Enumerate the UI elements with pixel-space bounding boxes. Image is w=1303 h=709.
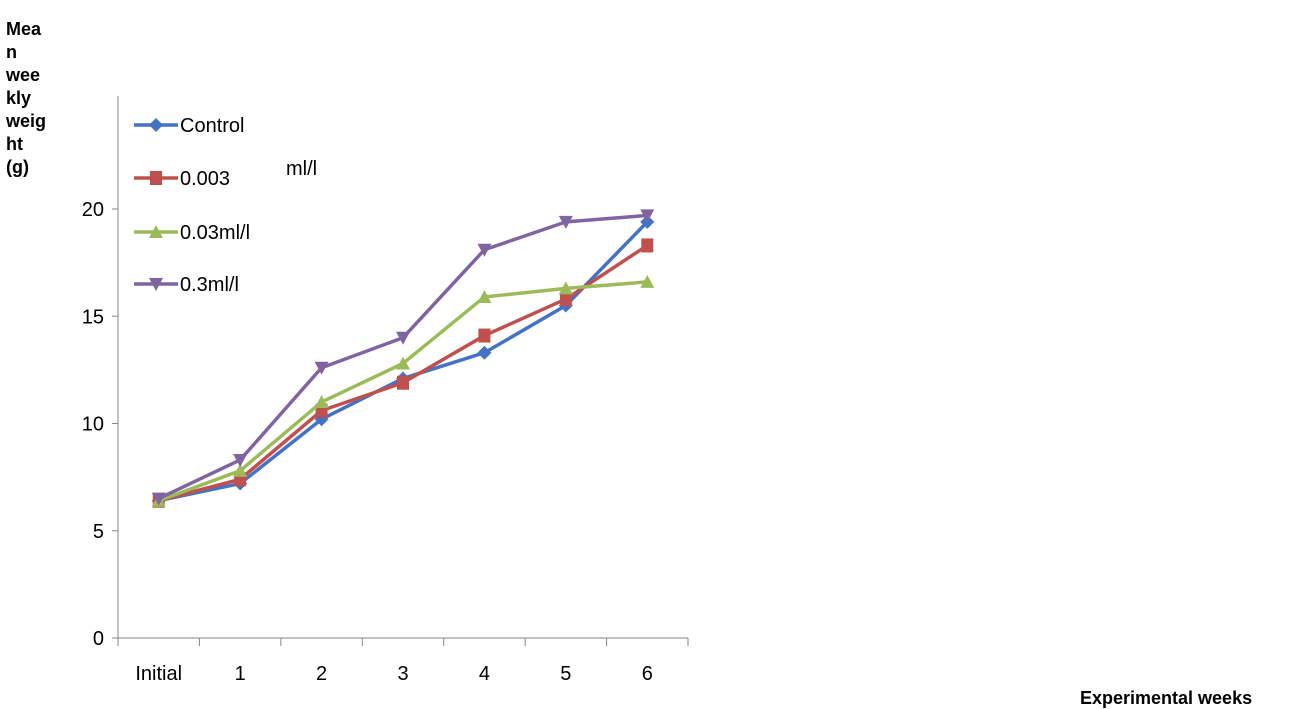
data-point (559, 292, 572, 307)
data-point (558, 215, 573, 229)
data-point (233, 463, 248, 477)
data-point (558, 281, 573, 295)
x-axis-title: Experimental weeks (1080, 688, 1253, 708)
y-tick-label: 5 (93, 521, 104, 543)
legend-label: 0.03ml/l (180, 222, 250, 244)
data-point (477, 345, 492, 360)
data-point (396, 356, 410, 370)
legend-label: 0.003 (180, 168, 230, 190)
x-tick-label: Initial (135, 663, 182, 685)
x-tick-label: 4 (479, 663, 490, 685)
x-tick-label: 6 (642, 663, 653, 685)
legend-label: Control (180, 115, 244, 137)
legend-marker (149, 118, 163, 132)
data-point (314, 361, 329, 375)
x-tick-label: 5 (560, 663, 571, 685)
data-point (641, 238, 654, 253)
legend-marker (150, 171, 162, 185)
x-tick-label: 1 (235, 663, 246, 685)
data-point (477, 289, 492, 303)
y-axis-title: Mea n wee kly weig ht (g) (6, 19, 47, 177)
data-point (478, 328, 491, 343)
legend-marker (149, 225, 163, 238)
data-point (640, 209, 655, 223)
legend-extra-text: ml/l (286, 158, 317, 180)
data-point (640, 274, 655, 288)
x-tick-label: 2 (316, 663, 327, 685)
legend-label: 0.3ml/l (180, 274, 239, 296)
y-tick-label: 0 (93, 628, 104, 650)
x-tick-label: 3 (397, 663, 408, 685)
series-line-2 (158, 280, 648, 503)
data-point (396, 331, 410, 345)
legend-marker (149, 278, 163, 291)
y-tick-label: 20 (82, 199, 104, 221)
y-tick-label: 10 (82, 414, 104, 436)
data-point (233, 453, 248, 467)
y-tick-label: 15 (82, 306, 104, 328)
data-point (477, 243, 492, 257)
data-point (397, 375, 409, 390)
data-point (314, 395, 329, 409)
data-point (151, 492, 166, 506)
